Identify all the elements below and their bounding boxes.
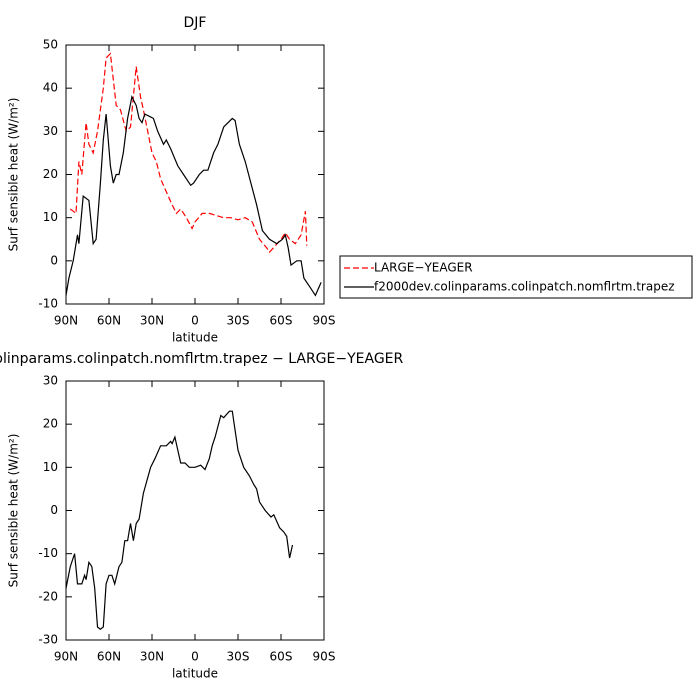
y-tick-label: -10: [38, 546, 58, 560]
data-line: [65, 410, 294, 630]
legend-label: LARGE−YEAGER: [374, 261, 473, 275]
x-tick-label: 90N: [54, 650, 78, 664]
legend-box: [339, 255, 693, 299]
x-tick-label: 60N: [97, 650, 121, 664]
legend-label: f2000dev.colinparams.colinpatch.nomflrtm…: [374, 280, 675, 294]
y-tick-label: -30: [38, 633, 58, 647]
x-axis-label: latitude: [172, 331, 218, 345]
y-axis-label: Surf sensible heat (W/m²): [7, 434, 21, 588]
chart-title: colinparams.colinpatch.nomflrtm.trapez −…: [0, 351, 404, 367]
x-tick-label: 0: [191, 314, 199, 328]
y-tick-label: 40: [43, 81, 58, 95]
y-tick-label: 10: [43, 460, 58, 474]
x-tick-label: 90S: [313, 314, 336, 328]
y-tick-label: 50: [43, 38, 58, 52]
x-tick-label: 30S: [227, 650, 250, 664]
x-axis-label: latitude: [172, 667, 218, 681]
y-tick-label: 20: [43, 167, 58, 181]
plot-frame: [65, 44, 325, 305]
y-axis-label: Surf sensible heat (W/m²): [7, 98, 21, 252]
x-tick-label: 90S: [313, 650, 336, 664]
y-tick-label: 20: [43, 417, 58, 431]
y-tick-label: 0: [50, 503, 58, 517]
x-tick-label: 60S: [270, 314, 293, 328]
y-tick-label: 30: [43, 124, 58, 138]
x-tick-label: 0: [191, 650, 199, 664]
x-tick-label: 90N: [54, 314, 78, 328]
x-tick-label: 30S: [227, 314, 250, 328]
data-line: [69, 52, 308, 254]
y-tick-label: 0: [50, 253, 58, 267]
x-tick-label: 30N: [140, 314, 164, 328]
x-tick-label: 60N: [97, 314, 121, 328]
y-tick-label: 10: [43, 210, 58, 224]
data-line: [65, 94, 322, 297]
y-tick-label: -10: [38, 297, 58, 311]
y-tick-label: -20: [38, 589, 58, 603]
x-tick-label: 30N: [140, 650, 164, 664]
x-tick-label: 60S: [270, 650, 293, 664]
y-tick-label: 30: [43, 374, 58, 388]
chart-title: DJF: [184, 15, 207, 31]
